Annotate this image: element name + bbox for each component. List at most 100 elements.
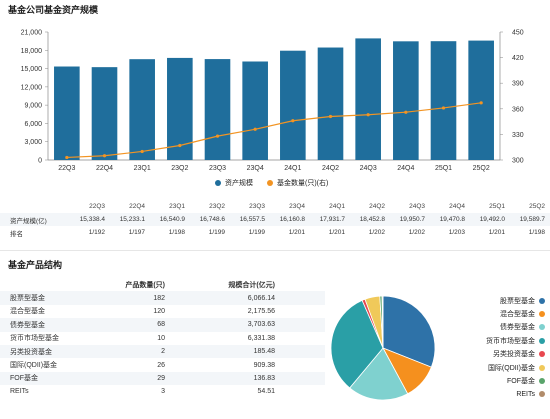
pie-legend-label: REITs	[516, 390, 535, 398]
y-left-tick-label: 15,000	[21, 66, 43, 73]
pie-legend-marker	[539, 337, 545, 344]
product-cell-scale: 6,331.38	[247, 334, 275, 342]
quarter-header-cell: 24Q2	[369, 203, 385, 210]
y-right-tick-label: 330	[512, 132, 524, 139]
product-cell-name: 混合型基金	[10, 308, 45, 316]
product-cell-count: 3	[161, 388, 165, 396]
pie-legend-label: 另类投资基金	[493, 351, 535, 359]
pie-legend-marker	[539, 297, 545, 304]
product-cell-scale: 136.83	[165, 371, 325, 386]
pie-legend-label: 混合型基金	[500, 311, 535, 319]
fund-count-point-25Q1	[441, 106, 446, 110]
quarter-cell: 1/197	[128, 229, 145, 236]
pie-legend-label: 债券型基金	[500, 324, 535, 332]
quarter-cell: 16,160.8	[270, 213, 310, 226]
bar-25Q1	[430, 41, 457, 160]
quarter-cell: 15,338.4	[70, 213, 110, 226]
quarter-cell: 16,557.5	[230, 213, 270, 226]
pie-slice-7	[381, 295, 384, 349]
product-cell-scale: 909.38	[253, 361, 275, 369]
pie-legend: 股票型基金 混合型基金 债券型基金 货币市场型基金 另类投资基金 国际(QDII)基金 FO…	[455, 294, 545, 401]
quarter-table-row: 资产规模(亿) 15,338.4 15,233.1 16,540.9 16,748.6 1…	[0, 213, 550, 226]
quarter-cell: 16,540.9	[150, 213, 190, 226]
x-tick-label: 25Q2	[473, 165, 490, 172]
pie-legend-item: 股票型基金	[455, 294, 545, 307]
pie-legend-marker	[539, 364, 545, 371]
fund-count-point-24Q1	[291, 119, 295, 123]
y-left-tick-label: 21,000	[21, 30, 43, 37]
quarter-cell: 1/192	[88, 229, 105, 236]
product-table-row: 货币市场型基金 10 6,331.38	[0, 332, 325, 345]
fund-count-point-23Q1	[140, 149, 144, 154]
chart-legend: 资产规模 基金数量(只)(右)	[215, 178, 328, 188]
x-tick-label: 25Q1	[435, 165, 452, 172]
quarter-header-cell: 24Q4	[449, 203, 465, 210]
quarter-cell: 17,931.7	[310, 213, 350, 226]
pie-legend-item: 债券型基金	[455, 321, 545, 334]
section-divider	[0, 250, 550, 251]
fund-count-point-24Q2	[328, 114, 333, 119]
quarter-cell: 1/201	[288, 229, 305, 236]
x-tick-label: 23Q2	[171, 165, 188, 172]
product-structure-section-title: 基金产品结构	[8, 260, 63, 270]
quarter-cell: 1/199	[208, 229, 225, 236]
fund-count-line	[66, 102, 482, 159]
y-left-tick-label: 0	[38, 158, 42, 165]
quarter-cell: 1/203	[448, 229, 465, 236]
quarter-cell: 1/198	[528, 229, 545, 236]
quarter-header-cell: 25Q2	[529, 203, 545, 210]
x-tick-label: 24Q3	[360, 165, 377, 172]
fund-scale-chart-svg: 0 3,000 6,000 9,000 12,000 15,000 18,000 21,000…	[21, 30, 524, 173]
quarter-table-row: 排名 1/192 1/197 1/198 1/199 1/199 1/201 1/201 1/2…	[0, 226, 550, 239]
quarter-cell: 19,492.0	[470, 213, 510, 226]
quarter-header-cell: 23Q1	[169, 203, 185, 210]
quarter-row-label: 资产规模(亿)	[0, 213, 70, 226]
quarter-cell: 1/202	[408, 229, 425, 236]
pie-legend-label: 股票型基金	[500, 297, 535, 305]
product-header-count: 产品数量(只)	[125, 281, 165, 289]
legend-scale-marker	[215, 180, 221, 186]
product-header-name	[0, 278, 90, 291]
fund-count-point-22Q3	[65, 155, 69, 160]
quarter-cell: 19,589.7	[510, 213, 550, 226]
pie-legend-item: 国际(QDII)基金	[455, 361, 545, 374]
quarter-cell: 19,950.7	[390, 213, 430, 226]
quarter-header-cell: 24Q1	[329, 203, 345, 210]
pie-legend-marker	[539, 311, 545, 318]
quarter-cell: 1/198	[168, 229, 185, 236]
product-cell-count: 29	[90, 371, 165, 386]
product-header-scale: 规模合计(亿元)	[228, 281, 275, 289]
product-cell-name: 货币市场型基金	[10, 335, 59, 343]
quarter-header-cell: 23Q4	[289, 203, 305, 210]
bar-23Q3	[204, 59, 231, 160]
fund-count-point-23Q3	[215, 134, 220, 138]
quarter-header-cell: 23Q2	[209, 203, 225, 210]
quarter-cell: 1/201	[328, 229, 345, 236]
product-cell-name: 国际(QDII)基金	[10, 362, 58, 370]
y-right-tick-label: 300	[512, 158, 524, 165]
quarter-cell: 1/201	[488, 229, 505, 236]
y-right-tick-label: 390	[512, 81, 524, 88]
product-cell-name: FOF基金	[0, 371, 90, 386]
x-tick-label: 24Q1	[284, 165, 301, 172]
product-cell-scale: 185.48	[165, 344, 325, 359]
quarter-header-cell: 24Q3	[409, 203, 425, 210]
pie-legend-item: 另类投资基金	[455, 348, 545, 361]
bar-23Q1	[129, 59, 155, 160]
quarter-cell: 19,470.8	[430, 213, 470, 226]
product-table-row: 股票型基金 182 6,066.14	[0, 291, 325, 305]
product-cell-scale: 6,066.14	[165, 291, 325, 305]
quarter-cell: 1/199	[248, 229, 265, 236]
bar-24Q3	[355, 38, 381, 160]
quarter-table-corner	[0, 200, 70, 213]
y-right-tick-label: 420	[512, 55, 524, 62]
y-right-tick-label: 450	[512, 30, 524, 37]
pie-legend-item: 混合型基金	[455, 307, 545, 320]
quarter-header-cell: 22Q3	[89, 203, 105, 210]
bar-24Q1	[280, 50, 306, 160]
quarter-header-cell: 22Q4	[129, 203, 145, 210]
product-structure-pie	[330, 295, 436, 401]
fund-count-point-23Q2	[178, 143, 182, 148]
legend-count-marker	[267, 180, 273, 186]
quarter-table-header-row: 22Q3 22Q4 23Q1 23Q2 23Q3 23Q4 24Q1 24Q2 24Q3 24Q4…	[0, 200, 550, 213]
